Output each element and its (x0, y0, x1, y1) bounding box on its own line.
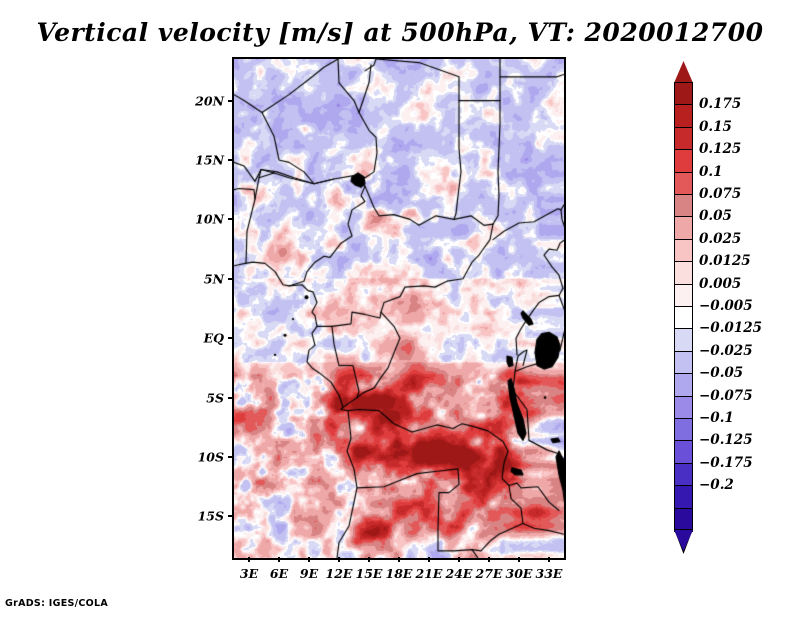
colorbar-tick-label: 0.175 (699, 96, 742, 113)
colorbar-tick-label: 0.0125 (699, 253, 751, 270)
colorbar-band (674, 395, 693, 420)
colorbar-tick-label: −0.1 (699, 410, 734, 426)
colorbar-tick-label: −0.175 (699, 454, 753, 471)
colorbar (674, 59, 693, 554)
colorbar-tick-label: −0.125 (699, 432, 753, 449)
x-axis-label: 12E (325, 566, 353, 581)
x-axis-label: 15E (355, 566, 383, 581)
colorbar-band (674, 149, 693, 174)
x-axis-label: 27E (475, 566, 503, 581)
y-tick (228, 396, 233, 399)
colorbar-tick-label: 0.05 (699, 208, 732, 225)
colorbar-band (674, 485, 693, 510)
y-axis-label: 15S (197, 508, 224, 524)
colorbar-tick-label: −0.075 (699, 387, 753, 404)
y-axis-label: 10S (197, 449, 224, 465)
colorbar-band (674, 440, 693, 465)
country-borders-overlay (234, 59, 564, 558)
x-tick (338, 557, 340, 562)
x-tick (398, 557, 400, 562)
x-axis-label: 21E (415, 566, 443, 581)
x-axis-label: 6E (269, 566, 289, 581)
y-tick (228, 277, 233, 280)
x-tick (428, 557, 430, 562)
colorbar-tick-label: 0.15 (699, 118, 732, 135)
colorbar-tick-label: 0.025 (699, 230, 742, 247)
colorbar-band (674, 126, 693, 151)
y-tick (228, 456, 233, 458)
x-tick (488, 557, 490, 562)
colorbar-band (674, 261, 693, 286)
colorbar-band (674, 82, 693, 106)
x-tick (368, 557, 370, 562)
colorbar-band (674, 194, 693, 218)
x-axis-label: 33E (535, 566, 563, 581)
colorbar-tick-label: 0.075 (699, 186, 742, 202)
y-tick (228, 515, 233, 518)
y-axis-label: 20N (195, 93, 224, 109)
colorbar-band (674, 238, 693, 263)
colorbar-tick-label: 0.125 (699, 141, 742, 158)
colorbar-tick-label: −0.2 (699, 477, 734, 494)
colorbar-band (674, 283, 693, 308)
colorbar-tick-label: −0.025 (699, 342, 753, 359)
y-tick (228, 158, 233, 161)
colorbar-band (674, 104, 693, 129)
y-axis-label: 5S (206, 390, 224, 406)
x-tick (278, 557, 280, 562)
credit-text: GrADS: IGES/COLA (5, 598, 109, 609)
colorbar-band (674, 328, 693, 353)
page-title: Vertical velocity [m/s] at 500hPa, VT: 2… (36, 18, 764, 47)
y-axis-label: 10N (195, 211, 224, 227)
colorbar-band (674, 373, 693, 398)
x-tick (548, 557, 550, 562)
x-tick (518, 557, 520, 562)
map-plot-area (232, 57, 566, 560)
colorbar-band (674, 350, 693, 375)
y-tick (228, 218, 233, 221)
colorbar-max-arrow (674, 61, 693, 83)
colorbar-band (674, 216, 693, 241)
x-axis-label: 3E (239, 566, 259, 581)
x-axis-label: 30E (505, 566, 533, 581)
colorbar-band (674, 462, 693, 487)
colorbar-tick-label: −0.0125 (699, 320, 762, 337)
colorbar-tick-label: 0.005 (699, 275, 742, 292)
colorbar-min-arrow (674, 530, 693, 551)
colorbar-tick-label: −0.05 (699, 365, 744, 382)
x-tick (458, 557, 460, 562)
x-tick (308, 557, 310, 562)
colorbar-tick-label: 0.1 (699, 163, 723, 180)
colorbar-band (674, 171, 693, 196)
colorbar-band (674, 418, 693, 442)
x-tick (248, 557, 250, 562)
colorbar-band (674, 507, 693, 532)
colorbar-band (674, 306, 693, 330)
x-axis-label: 24E (445, 566, 473, 581)
x-axis-label: 18E (385, 566, 413, 581)
y-axis-label: 5N (203, 271, 224, 287)
y-axis-label: 15N (195, 152, 224, 168)
y-tick (228, 99, 233, 102)
x-axis-label: 9E (299, 566, 319, 581)
y-axis-label: EQ (203, 330, 224, 346)
y-tick (228, 337, 233, 340)
colorbar-tick-label: −0.005 (699, 298, 753, 314)
